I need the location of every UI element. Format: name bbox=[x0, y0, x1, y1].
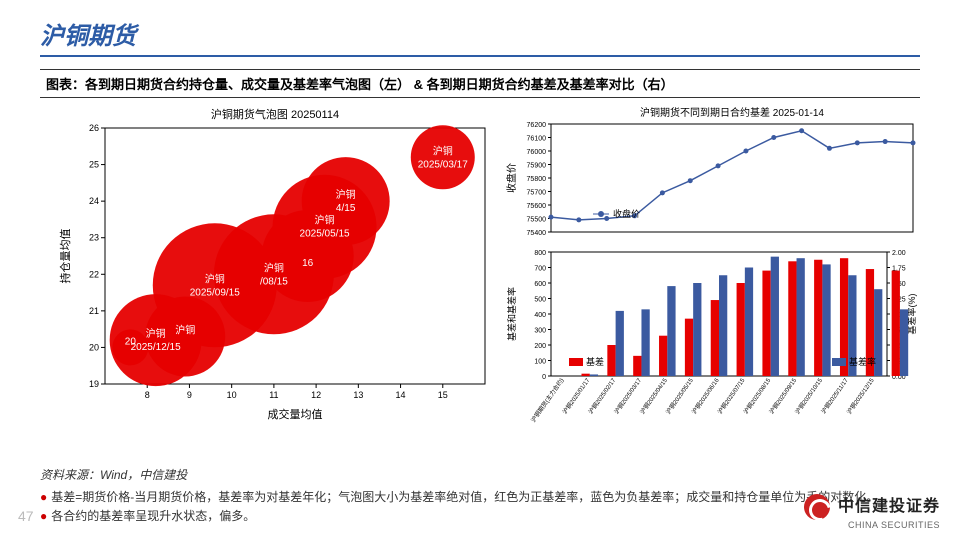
svg-text:20: 20 bbox=[125, 336, 137, 347]
svg-text:收盘价: 收盘价 bbox=[505, 163, 518, 193]
svg-text:沪铜2025/02/17: 沪铜2025/02/17 bbox=[587, 376, 618, 416]
logo-text-en: CHINA SECURITIES bbox=[804, 520, 940, 530]
svg-text:16: 16 bbox=[302, 258, 314, 269]
svg-text:75700: 75700 bbox=[527, 190, 547, 197]
svg-text:400: 400 bbox=[534, 312, 546, 319]
svg-text:沪铜2025/12/15: 沪铜2025/12/15 bbox=[845, 376, 876, 416]
svg-text:2.00: 2.00 bbox=[892, 250, 906, 257]
svg-text:300: 300 bbox=[534, 328, 546, 335]
svg-text:沪铜: 沪铜 bbox=[315, 214, 335, 227]
svg-text:沪铜2025/04/15: 沪铜2025/04/15 bbox=[638, 376, 669, 416]
source-line: 资料来源：Wind，中信建投 bbox=[40, 466, 920, 485]
svg-text:0: 0 bbox=[542, 374, 546, 381]
page-title: 沪铜期货 bbox=[40, 16, 920, 57]
svg-text:收盘价: 收盘价 bbox=[613, 208, 640, 219]
svg-text:20: 20 bbox=[89, 342, 99, 352]
brand-logo: 中信建投证券 CHINA SECURITIES bbox=[804, 492, 940, 530]
svg-text:100: 100 bbox=[534, 359, 546, 366]
svg-text:15: 15 bbox=[438, 390, 448, 400]
svg-text:76200: 76200 bbox=[527, 122, 547, 129]
svg-text:2025/03/17: 2025/03/17 bbox=[418, 159, 468, 170]
svg-text:25: 25 bbox=[89, 160, 99, 170]
svg-text:基差率: 基差率 bbox=[849, 356, 876, 367]
svg-text:/08/15: /08/15 bbox=[260, 276, 288, 287]
svg-text:沪铜: 沪铜 bbox=[146, 327, 166, 340]
svg-text:9: 9 bbox=[187, 390, 192, 400]
svg-text:沪铜: 沪铜 bbox=[205, 272, 225, 285]
svg-text:成交量均值: 成交量均值 bbox=[268, 407, 323, 421]
svg-text:200: 200 bbox=[534, 343, 546, 350]
svg-text:700: 700 bbox=[534, 266, 546, 273]
svg-text:13: 13 bbox=[353, 390, 363, 400]
svg-text:2025/05/15: 2025/05/15 bbox=[300, 229, 350, 240]
svg-text:24: 24 bbox=[89, 196, 99, 206]
svg-text:76000: 76000 bbox=[527, 149, 547, 156]
svg-text:沪铜2025/05/15: 沪铜2025/05/15 bbox=[664, 376, 695, 416]
svg-text:沪铜: 沪铜 bbox=[336, 188, 356, 201]
footer-notes: 资料来源：Wind，中信建投 基差=期货价格-当月期货价格，基差率为对基差年化；… bbox=[40, 466, 920, 526]
note-2: 各合约的基差率呈现升水状态，偏多。 bbox=[40, 507, 920, 526]
svg-text:75400: 75400 bbox=[527, 230, 547, 237]
svg-text:4/15: 4/15 bbox=[336, 203, 356, 214]
svg-text:76100: 76100 bbox=[527, 136, 547, 143]
svg-text:基差: 基差 bbox=[586, 356, 604, 367]
svg-text:26: 26 bbox=[89, 123, 99, 133]
logo-text-cn: 中信建投证券 bbox=[838, 498, 940, 515]
charts-row: 沪铜期货气泡图 20250114 8 9 10 11 12 13 14 15 19 20 21 22 23… bbox=[0, 98, 960, 424]
right-charts: 沪铜期货不同到期日合约基差 2025-01-14 75400 75500 75600 7… bbox=[503, 104, 923, 424]
note-1: 基差=期货价格-当月期货价格，基差率为对基差年化；气泡图大小为基差率绝对值，红色… bbox=[40, 488, 920, 507]
svg-text:8: 8 bbox=[145, 390, 150, 400]
svg-text:2025/12/15: 2025/12/15 bbox=[131, 342, 181, 353]
svg-text:21: 21 bbox=[89, 306, 99, 316]
svg-text:沪铜期货不同到期日合约基差 2025-01-14: 沪铜期货不同到期日合约基差 2025-01-14 bbox=[640, 106, 824, 119]
svg-text:沪铜: 沪铜 bbox=[264, 261, 284, 274]
svg-text:沪铜2025/03/17: 沪铜2025/03/17 bbox=[612, 376, 643, 416]
svg-text:75800: 75800 bbox=[527, 176, 547, 183]
svg-text:2025/09/15: 2025/09/15 bbox=[190, 287, 240, 298]
svg-text:沪铜期货气泡图 20250114: 沪铜期货气泡图 20250114 bbox=[211, 107, 339, 121]
svg-text:11: 11 bbox=[269, 390, 278, 400]
svg-text:10: 10 bbox=[227, 390, 237, 400]
svg-text:75900: 75900 bbox=[527, 163, 547, 170]
svg-text:沪铜2025/08/15: 沪铜2025/08/15 bbox=[742, 376, 773, 416]
svg-text:23: 23 bbox=[89, 233, 99, 243]
svg-text:800: 800 bbox=[534, 250, 546, 257]
svg-text:600: 600 bbox=[534, 281, 546, 288]
svg-text:持仓量均值: 持仓量均值 bbox=[58, 229, 72, 284]
bubble-chart: 沪铜期货气泡图 20250114 8 9 10 11 12 13 14 15 19 20 21 22 23… bbox=[55, 104, 495, 424]
svg-text:沪铜2025/09/15: 沪铜2025/09/15 bbox=[768, 376, 799, 416]
svg-text:22: 22 bbox=[89, 269, 99, 279]
svg-text:基差和基差率: 基差和基差率 bbox=[506, 287, 517, 341]
svg-text:沪铜2025/01/17: 沪铜2025/01/17 bbox=[561, 376, 592, 416]
svg-text:14: 14 bbox=[396, 390, 406, 400]
svg-text:12: 12 bbox=[311, 390, 321, 400]
svg-text:75600: 75600 bbox=[527, 203, 547, 210]
svg-text:沪铜期货(主力合约): 沪铜期货(主力合约) bbox=[529, 377, 565, 424]
svg-text:沪铜: 沪铜 bbox=[433, 144, 453, 157]
page-number: 47 bbox=[18, 508, 34, 524]
svg-text:沪铜2025/06/16: 沪铜2025/06/16 bbox=[690, 376, 721, 416]
svg-text:500: 500 bbox=[534, 297, 546, 304]
logo-icon bbox=[804, 494, 830, 520]
header: 沪铜期货 bbox=[0, 0, 960, 61]
svg-text:沪铜2025/07/15: 沪铜2025/07/15 bbox=[716, 376, 747, 416]
svg-text:19: 19 bbox=[89, 379, 99, 389]
svg-text:75500: 75500 bbox=[527, 217, 547, 224]
chart-caption: 图表：各到期日期货合约持仓量、成交量及基差率气泡图（左） & 各到期日期货合约基… bbox=[40, 69, 920, 98]
svg-text:沪铜2025/11/17: 沪铜2025/11/17 bbox=[819, 376, 850, 415]
svg-text:沪铜2025/10/15: 沪铜2025/10/15 bbox=[793, 376, 824, 416]
svg-text:沪铜: 沪铜 bbox=[175, 323, 195, 336]
